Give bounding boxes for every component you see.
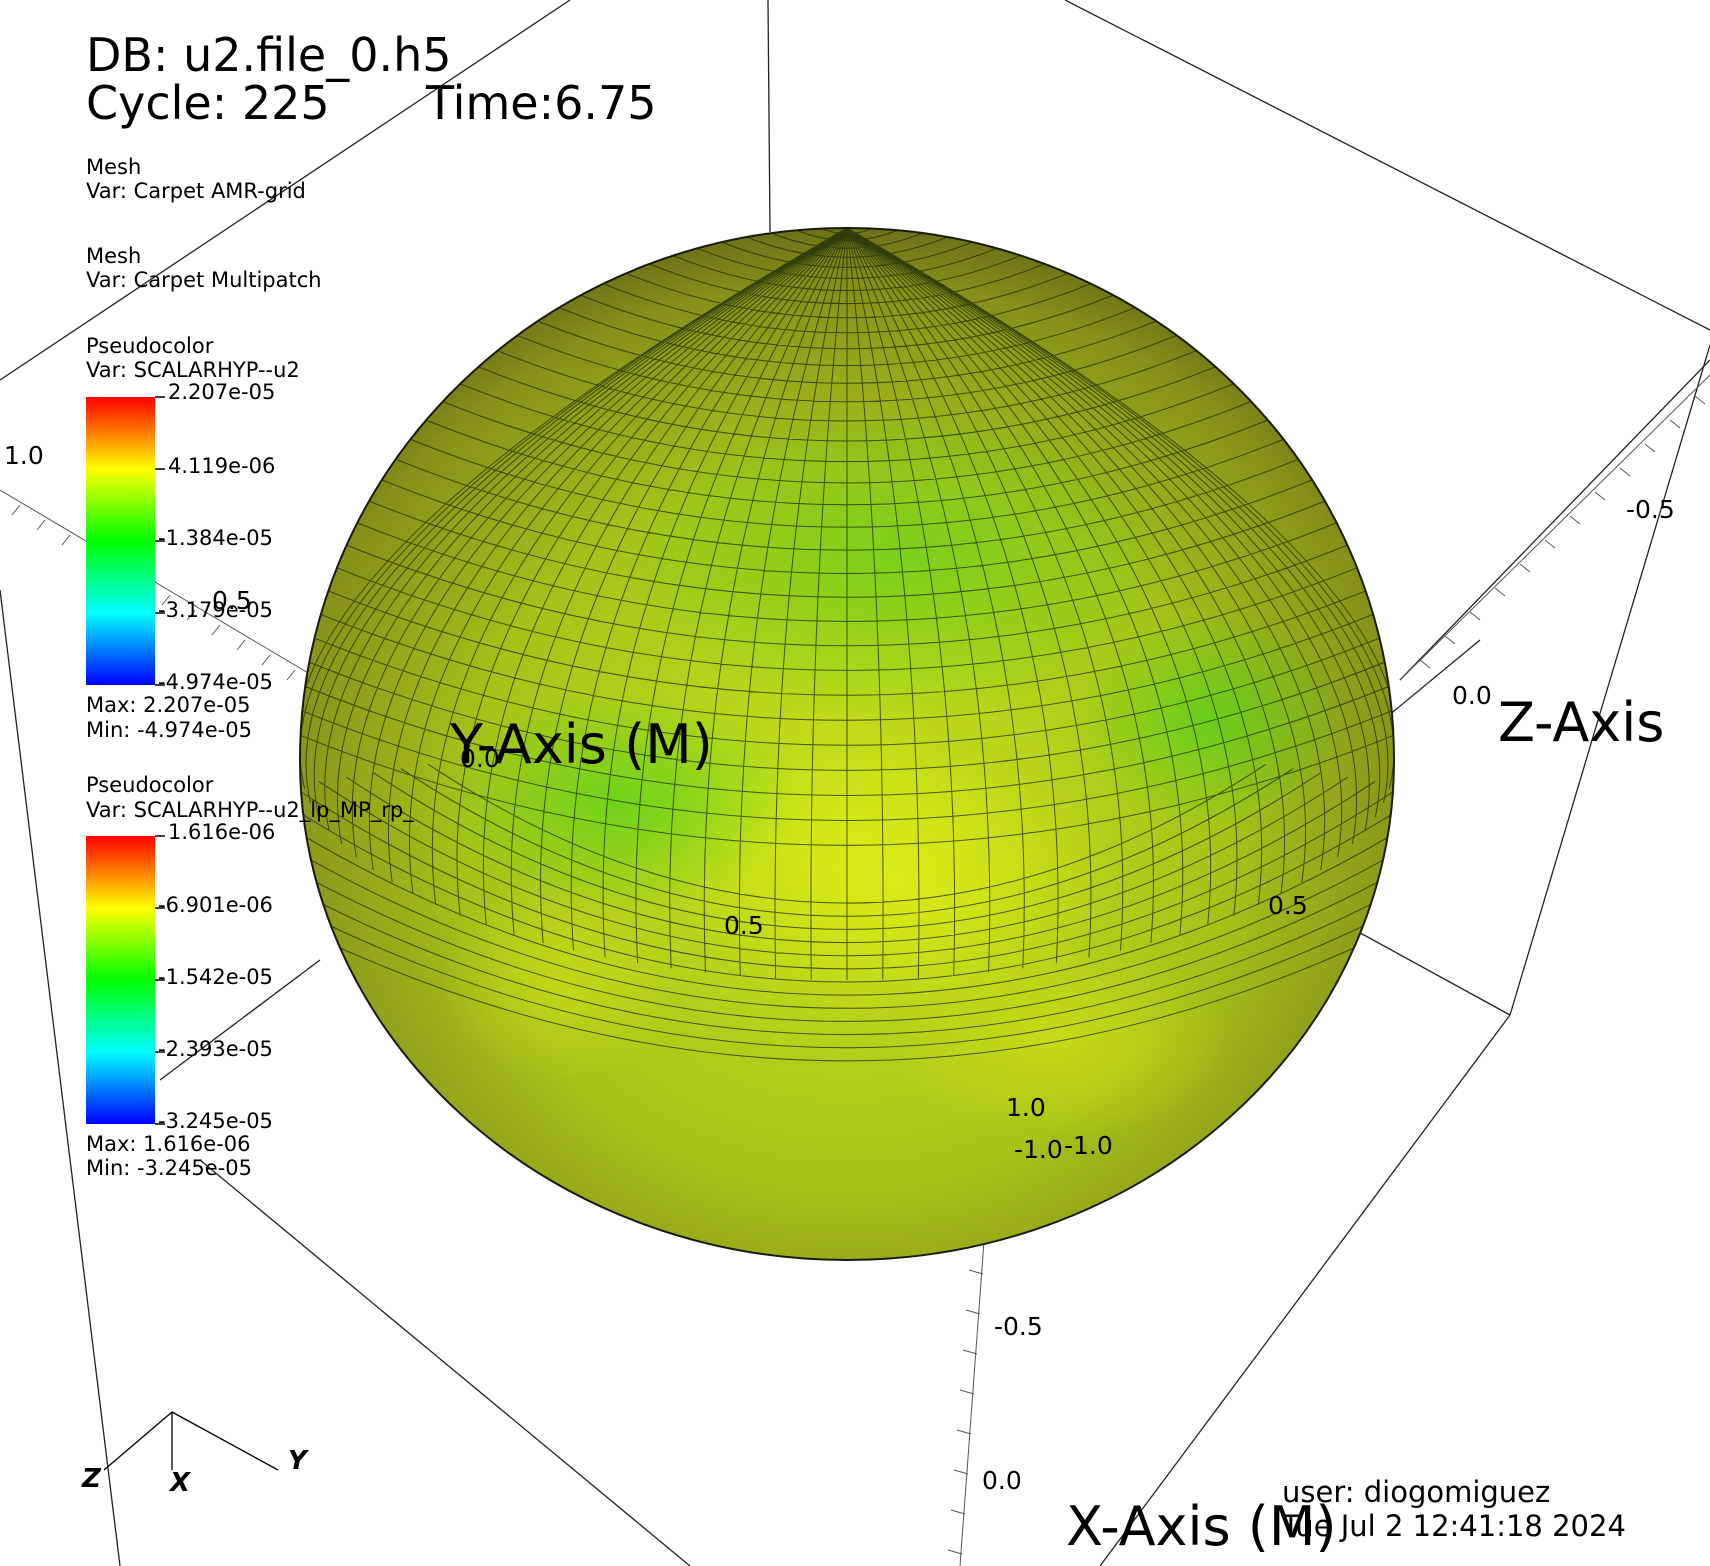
plot-4-type: Pseudocolor bbox=[86, 773, 214, 797]
colorbar-1-tick: 4.119e-06 bbox=[168, 454, 276, 478]
axis-tick-label: 1.0 bbox=[1006, 1093, 1046, 1122]
plot-3-type: Pseudocolor bbox=[86, 334, 214, 358]
colorbar-2-tick: -2.393e-05 bbox=[158, 1037, 273, 1061]
plot-2-var: Var: Carpet Multipatch bbox=[86, 268, 322, 292]
plot-3-max: Max: 2.207e-05 bbox=[86, 693, 251, 717]
colorbar-1-tick: -3.179e-05 bbox=[158, 598, 273, 622]
axis-tick-label: -1.0 bbox=[1014, 1135, 1063, 1164]
db-label: DB: u2.file_0.h5 bbox=[86, 28, 452, 82]
triad-y-label: Y bbox=[288, 1446, 307, 1476]
triad-x-label: X bbox=[170, 1468, 191, 1498]
date-label: Tue Jul 2 12:41:18 2024 bbox=[1282, 1509, 1626, 1543]
axis-tick-label: 0.5 bbox=[212, 586, 252, 615]
axis-tick-label: 0.0 bbox=[982, 1466, 1022, 1495]
mesh-lines bbox=[300, 228, 1394, 1062]
cycle-label: Cycle: 225 bbox=[86, 76, 330, 130]
colorbar-1-tick: -1.384e-05 bbox=[158, 526, 273, 550]
time-label: Time:6.75 bbox=[426, 76, 657, 130]
colorbar-2-tick: -6.901e-06 bbox=[158, 893, 273, 917]
axis-tick-label: 0.5 bbox=[724, 911, 764, 940]
axis-tick-label: -0.5 bbox=[994, 1312, 1043, 1341]
axis-tick-label: 0.0 bbox=[1452, 681, 1492, 710]
triad-z-label: Z bbox=[82, 1464, 101, 1494]
z-axis-title: Z-Axis bbox=[1498, 691, 1665, 754]
plot-1-type: Mesh bbox=[86, 155, 142, 179]
user-label: user: diogomiguez bbox=[1282, 1475, 1551, 1509]
x-axis-title: X-Axis (M) bbox=[1066, 1495, 1337, 1558]
colorbar-2-tick: -1.542e-05 bbox=[158, 965, 273, 989]
plot-4-min: Min: -3.245e-05 bbox=[86, 1156, 252, 1180]
y-axis-title: Y-Axis (M) bbox=[450, 713, 713, 776]
axis-tick-label: -1.0 bbox=[1064, 1131, 1113, 1160]
hemisphere-surface bbox=[298, 227, 1396, 1261]
plot-3-var: Var: SCALARHYP--u2 bbox=[86, 358, 300, 382]
colorbar-1-tick: 2.207e-05 bbox=[168, 380, 276, 404]
plot-2-type: Mesh bbox=[86, 244, 142, 268]
axis-tick-label: 0.5 bbox=[1268, 891, 1308, 920]
plot-1-var: Var: Carpet AMR-grid bbox=[86, 179, 306, 203]
colorbar-1 bbox=[86, 396, 165, 686]
colorbar-2-tick: -3.245e-05 bbox=[158, 1109, 273, 1133]
axis-tick-label: 1.0 bbox=[4, 441, 44, 470]
plot-4-var: Var: SCALARHYP--u2_lp_MP_rp_ bbox=[86, 798, 414, 822]
plot-3-min: Min: -4.974e-05 bbox=[86, 718, 252, 742]
colorbar-2-tick: 1.616e-06 bbox=[168, 820, 276, 844]
axis-tick-label: 0.0 bbox=[460, 744, 500, 773]
axis-tick-label: -0.5 bbox=[1626, 495, 1675, 524]
plot-4-max: Max: 1.616e-06 bbox=[86, 1132, 251, 1156]
colorbar-1-tick: -4.974e-05 bbox=[158, 670, 273, 694]
colorbar-2 bbox=[86, 835, 165, 1125]
orientation-triad bbox=[103, 1411, 279, 1471]
